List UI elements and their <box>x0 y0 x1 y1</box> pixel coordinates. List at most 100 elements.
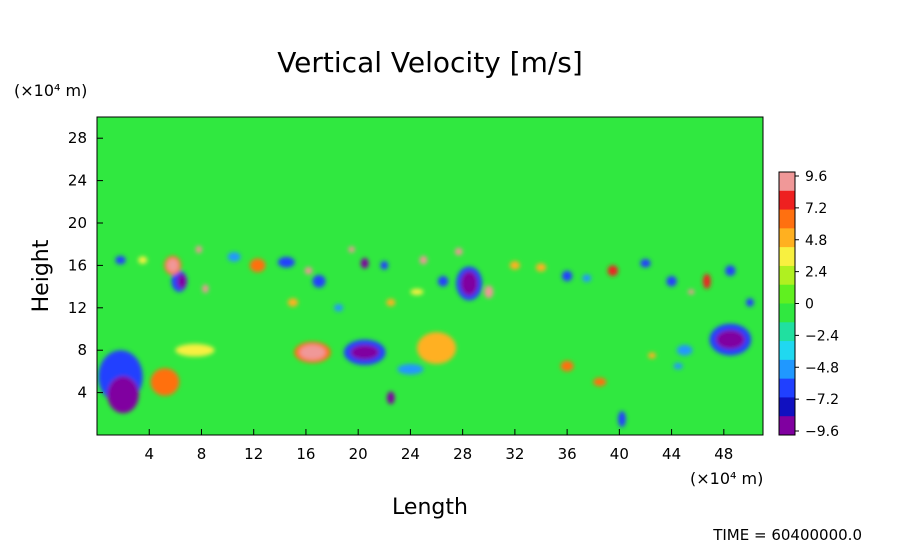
colorbar-swatch <box>779 190 795 211</box>
heatmap-cell-46 <box>687 289 695 295</box>
heatmap-cell-50 <box>334 304 344 312</box>
y-tick-label: 24 <box>68 172 87 190</box>
y-tick-label: 20 <box>68 214 87 232</box>
y-tick-label: 28 <box>68 129 87 147</box>
heatmap-cell-0 <box>107 376 139 414</box>
heatmap-cell-37 <box>410 288 424 296</box>
heatmap-cell-3 <box>175 343 215 357</box>
heatmap-cell-15 <box>676 344 693 356</box>
colorbar-tick-label: 0 <box>805 297 814 313</box>
x-unit-label: (×10⁴ m) <box>690 469 763 488</box>
heatmap-cell-29 <box>277 256 295 268</box>
x-tick-label: 36 <box>558 445 577 463</box>
heatmap-cell-35 <box>454 247 463 256</box>
heatmap-cell-48 <box>746 298 754 307</box>
heatmap-cell-2 <box>150 368 180 396</box>
heatmap-cell-28 <box>249 258 266 273</box>
heatmap-cell-31 <box>312 274 326 288</box>
heatmap-cell-45 <box>702 273 711 289</box>
x-tick-label: 40 <box>610 445 629 463</box>
heatmap-cell-26 <box>195 245 203 254</box>
heatmap-cell-43 <box>640 259 651 268</box>
y-tick-label: 16 <box>68 256 87 274</box>
colorbar-swatch <box>779 378 795 398</box>
heatmap-cell-30 <box>304 266 313 275</box>
colorbar-tick-label: −7.2 <box>805 392 839 408</box>
x-tick-label: 8 <box>197 445 207 463</box>
x-tick-label: 4 <box>144 445 154 463</box>
heatmap-cell-51 <box>386 298 396 307</box>
heatmap-cell-53 <box>138 256 148 264</box>
heatmap-cell-38 <box>509 261 521 270</box>
heatmap-cell-24 <box>166 258 179 273</box>
colorbar-swatch <box>779 303 795 323</box>
heatmap-cell-20 <box>360 257 369 269</box>
heatmap-cell-17 <box>460 271 478 296</box>
colorbar-swatch <box>779 228 795 248</box>
chart-title: Vertical Velocity [m/s] <box>277 46 583 79</box>
colorbar-tick-label: 7.2 <box>805 201 827 217</box>
colorbar-tick-label: −2.4 <box>805 328 839 344</box>
heatmap-cell-9 <box>397 363 424 375</box>
heatmap-cell-12 <box>593 377 607 387</box>
heatmap-cell-27 <box>202 284 209 293</box>
colorbar-swatch <box>779 172 795 192</box>
colorbar-tick-label: −9.6 <box>805 424 839 440</box>
heatmap-cell-41 <box>582 274 592 282</box>
heatmap-cell-11 <box>560 360 574 372</box>
colorbar-swatch <box>779 265 795 286</box>
heatmap-cell-33 <box>380 261 389 270</box>
y-axis-label: Height <box>29 239 54 312</box>
heatmap-cell-54 <box>648 352 656 359</box>
x-tick-label: 24 <box>401 445 420 463</box>
y-tick-label: 4 <box>77 384 87 402</box>
heatmap-cell-21 <box>177 273 187 289</box>
x-tick-label: 16 <box>296 445 315 463</box>
heatmap-cell-13 <box>715 330 745 350</box>
heatmap-cell-52 <box>227 252 241 262</box>
colorbar-swatch <box>779 359 795 380</box>
heatmap-cell-39 <box>535 263 547 272</box>
colorbar-swatch <box>779 247 795 267</box>
x-tick-label: 12 <box>244 445 263 463</box>
x-tick-label: 28 <box>453 445 472 463</box>
colorbar-swatch <box>779 209 795 229</box>
colorbar-swatch <box>779 397 795 417</box>
y-unit-label: (×10⁴ m) <box>14 81 87 100</box>
heatmap-cell-34 <box>419 255 428 265</box>
colorbar-swatch <box>779 322 795 342</box>
colorbar-tick-label: −4.8 <box>805 360 839 376</box>
colorbar-swatch <box>779 284 795 304</box>
heatmap-cell-49 <box>287 298 299 307</box>
heatmap-cell-4 <box>299 344 326 360</box>
colorbar-tick-label: 9.6 <box>805 169 827 185</box>
colorbar-tick-label: 4.8 <box>805 233 827 249</box>
heatmap-cell-47 <box>725 265 736 277</box>
colorbar-tick-label: 2.4 <box>805 265 827 281</box>
colorbar: 9.6 7.2 4.8 2.4 0 −2.4 −4.8 −7.2 −9.6 <box>778 169 839 440</box>
x-tick-label: 32 <box>505 445 524 463</box>
heatmap-cell-8 <box>416 332 457 364</box>
heatmap-cell-6 <box>350 344 380 360</box>
plot-frame <box>96 116 764 436</box>
heatmap-cell-23 <box>115 255 126 265</box>
y-tick-label: 8 <box>77 341 87 359</box>
heatmap-cell-44 <box>666 276 677 287</box>
colorbar-swatch <box>779 416 795 436</box>
heatmap-cell-19 <box>484 285 494 299</box>
x-tick-label: 48 <box>714 445 733 463</box>
heatmap-background <box>97 117 763 435</box>
heatmap-cell-42 <box>607 265 619 277</box>
heatmap-cell-40 <box>561 270 573 282</box>
heatmap-cell-36 <box>437 276 449 287</box>
y-tick-label: 12 <box>68 299 87 317</box>
time-label: TIME = 60400000.0 <box>712 526 862 544</box>
x-tick-label: 20 <box>349 445 368 463</box>
heatmap-cell-55 <box>673 362 683 370</box>
heatmap-cell-16 <box>618 411 626 428</box>
x-axis-label: Length <box>392 495 468 520</box>
colorbar-swatch <box>779 341 795 361</box>
heatmap-cell-10 <box>386 391 395 405</box>
